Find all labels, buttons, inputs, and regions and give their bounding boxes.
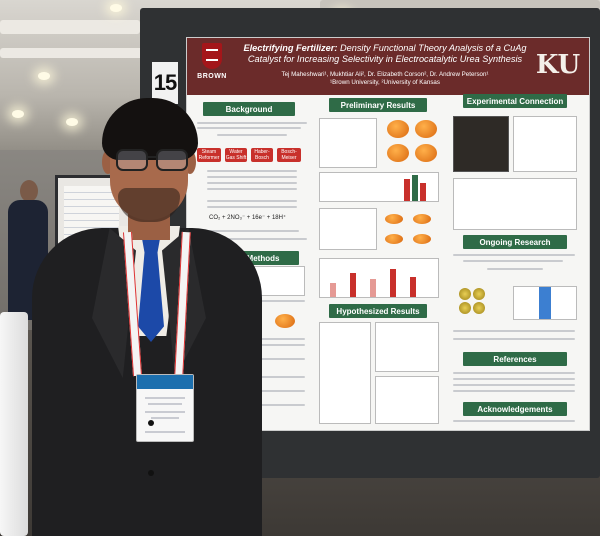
ceiling-beam	[320, 0, 600, 10]
section-hypothesized-results: Hypothesized Results	[329, 304, 427, 318]
experimental-image-grid	[453, 116, 509, 172]
prelim-plot-1	[319, 118, 377, 168]
ongoing-plot	[513, 286, 577, 320]
section-references: References	[463, 352, 567, 366]
prelim-bar-chart	[319, 172, 439, 202]
ceiling-light	[38, 72, 50, 80]
jacket-button	[148, 420, 154, 426]
section-preliminary-results: Preliminary Results	[329, 98, 427, 112]
poster-header: BROWN Electrifying Fertilizer: Density F…	[187, 38, 589, 95]
section-ongoing-research: Ongoing Research	[463, 235, 567, 249]
name-badge	[136, 374, 194, 442]
shield-icon	[202, 43, 222, 69]
ceiling-light	[12, 110, 24, 118]
section-acknowledgements: Acknowledgements	[463, 402, 567, 416]
paper-roll	[0, 312, 28, 536]
methods-structure	[275, 314, 295, 328]
ceiling-light	[110, 4, 122, 12]
section-experimental-connection: Experimental Connection	[463, 94, 567, 108]
brown-logo: BROWN	[195, 43, 229, 87]
ku-logo: KU	[535, 50, 581, 80]
reaction-equation: CO₂ + 2NO₃⁻ + 16e⁻ + 18H⁺	[209, 215, 287, 221]
experimental-spectrum	[513, 116, 577, 172]
ceiling-light	[66, 118, 78, 126]
glasses-icon	[112, 149, 188, 171]
bg-box-water: Water Gas Shift	[225, 148, 247, 162]
prelim-plot-2	[319, 208, 377, 250]
bg-box-bosch: Bosch-Meiser	[277, 148, 301, 162]
experimental-plot	[453, 178, 577, 230]
hypothesis-diagram-2	[375, 322, 439, 372]
bg-box-haber: Haber-Bosch	[251, 148, 273, 162]
beard	[118, 188, 180, 222]
bg-box-steam: Steam Reformer	[197, 148, 221, 162]
ceiling-pipe	[0, 48, 150, 58]
prelim-bar-chart-2	[319, 258, 439, 298]
section-background: Background	[203, 102, 295, 116]
hypothesis-diagram-3	[375, 376, 439, 424]
ceiling-pipe	[0, 20, 140, 34]
poster-title: Electrifying Fertilizer: Density Functio…	[243, 43, 527, 64]
jacket-button	[148, 470, 154, 476]
poster-authors: Tej Maheshwari¹, Mukhtiar Ali², Dr. Eliz…	[281, 71, 489, 86]
board-number: 15	[152, 62, 178, 104]
hypothesis-diagram-1	[319, 322, 371, 424]
